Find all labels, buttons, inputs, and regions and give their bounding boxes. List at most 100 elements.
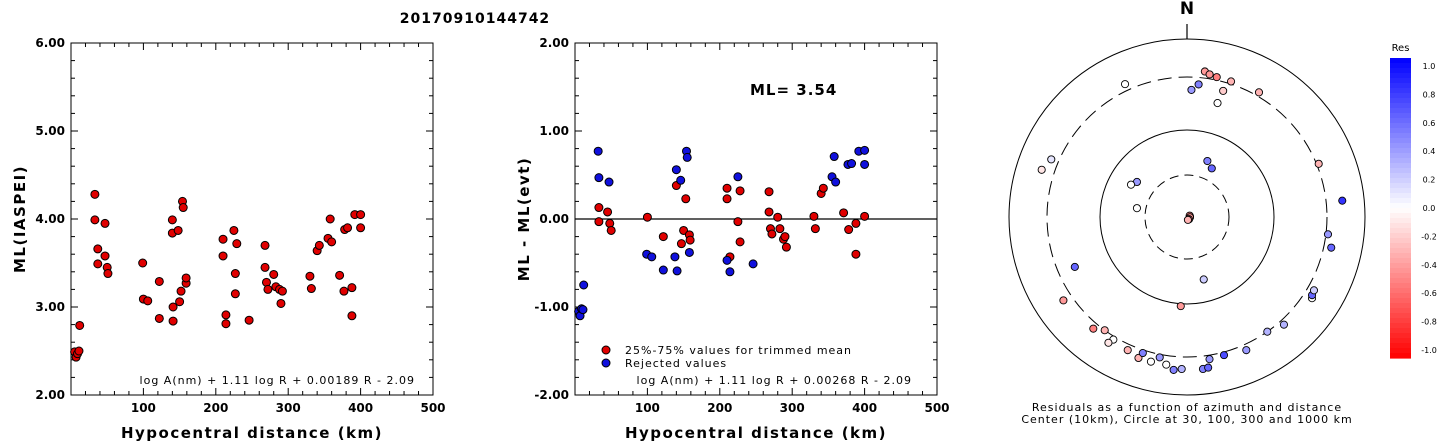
colorbar-segment	[1390, 178, 1411, 184]
station-residual-point	[1205, 70, 1214, 79]
colorbar-segment	[1390, 348, 1411, 354]
data-point	[684, 247, 694, 257]
data-point	[232, 239, 242, 249]
data-point	[676, 239, 686, 249]
colorbar-segment	[1390, 298, 1411, 304]
data-point	[143, 296, 153, 306]
data-point	[168, 302, 178, 312]
data-point	[831, 177, 841, 187]
data-point	[74, 346, 84, 356]
colorbar-segment	[1390, 68, 1411, 74]
data-point	[839, 208, 849, 218]
data-point	[773, 212, 783, 222]
station-residual-point	[1205, 355, 1214, 364]
colorbar-segment	[1390, 268, 1411, 274]
data-point	[339, 286, 349, 296]
colorbar-segment	[1390, 258, 1411, 264]
station-residual-point	[1327, 243, 1336, 252]
colorbar-segment	[1390, 138, 1411, 144]
colorbar-segment	[1390, 253, 1411, 259]
data-point	[230, 269, 240, 279]
data-point	[218, 251, 228, 261]
station-residual-point	[1323, 230, 1333, 239]
station-residual-point	[1187, 85, 1196, 94]
data-point	[748, 259, 758, 269]
data-point	[75, 320, 85, 330]
station-residual-point	[1199, 275, 1208, 284]
left-panel-ml-iaspei: 2.00 3.00 4.00 5.00 6.00 100 200 300 400 500 Hypoc…	[11, 36, 446, 441]
data-point	[325, 214, 335, 224]
station-residual-point	[1047, 155, 1056, 164]
data-point	[103, 269, 113, 279]
x-axis-label: Hypocentral distance (km)	[121, 424, 383, 441]
data-point	[672, 266, 682, 276]
data-point	[681, 194, 691, 204]
colorbar-segment	[1390, 313, 1411, 319]
data-point	[314, 240, 324, 250]
legend-marker	[601, 358, 611, 368]
data-point	[860, 211, 870, 221]
x-tick-label: 100	[635, 401, 660, 415]
station-residual-point	[1314, 159, 1323, 168]
data-point	[100, 251, 110, 261]
colorbar-segment	[1390, 333, 1411, 339]
data-point	[173, 225, 183, 235]
y-tick-label: 5.00	[35, 124, 65, 138]
data-point	[658, 265, 668, 275]
data-point	[138, 258, 148, 268]
colorbar-segment	[1390, 93, 1411, 99]
figure-title: 20170910144742	[400, 11, 550, 27]
north-label: N	[1180, 0, 1194, 19]
colorbar-segment	[1390, 128, 1411, 134]
data-point	[735, 186, 745, 196]
data-point	[722, 183, 732, 193]
colorbar-segment	[1390, 88, 1411, 94]
x-tick-label: 200	[203, 401, 228, 415]
station-residual-point	[1037, 165, 1046, 174]
colorbar-segment	[1390, 238, 1411, 244]
colorbar-segment	[1390, 98, 1411, 104]
data-point	[347, 283, 357, 293]
colorbar-title: Res	[1392, 43, 1410, 54]
y-tick-label: -2.00	[534, 388, 569, 402]
data-point	[780, 232, 790, 242]
data-point	[181, 273, 191, 283]
station-residual-point	[1213, 99, 1222, 108]
colorbar-segment	[1390, 108, 1411, 114]
formula-note: log A(nm) + 1.11 log R + 0.00189 R - 2.0…	[140, 374, 415, 387]
station-residual-point	[1226, 77, 1236, 86]
data-point	[818, 183, 828, 193]
colorbar-segment	[1390, 183, 1411, 189]
data-point	[682, 152, 692, 162]
x-tick-label: 500	[924, 401, 949, 415]
x-axis-label: Hypocentral distance (km)	[625, 424, 887, 441]
y-tick-label: 4.00	[35, 212, 65, 226]
data-point	[168, 316, 178, 326]
station-residual-point	[1126, 180, 1136, 189]
polar-caption-line2: Center (10km), Circle at 30, 100, 300 an…	[1021, 413, 1352, 426]
station-residual-point	[1120, 80, 1130, 89]
range-circle-30km	[1144, 174, 1230, 260]
y-tick-label: -1.00	[534, 300, 569, 314]
colorbar-tick-label: -0.2	[1421, 232, 1437, 241]
colorbar-segment	[1390, 248, 1411, 254]
data-point	[851, 218, 861, 228]
colorbar-segment	[1390, 173, 1411, 179]
data-point	[594, 203, 604, 213]
colorbar-segment	[1390, 353, 1411, 359]
station-residual-point	[1219, 351, 1229, 360]
colorbar-segment	[1390, 223, 1411, 229]
colorbar-segment	[1390, 188, 1411, 194]
range-circle-100km	[1099, 129, 1275, 305]
colorbar-segment	[1390, 63, 1411, 69]
station-residual-point	[1203, 156, 1212, 166]
data-point	[647, 252, 657, 262]
data-point	[671, 165, 681, 175]
data-point	[306, 284, 316, 294]
colorbar-segment	[1390, 213, 1411, 219]
formula-note: log A(nm) + 1.11 log R + 0.00268 R - 2.0…	[637, 374, 912, 387]
y-tick-label: 2.00	[35, 388, 65, 402]
data-point	[347, 311, 357, 321]
y-tick-label: 6.00	[35, 36, 65, 50]
data-point	[604, 177, 614, 187]
